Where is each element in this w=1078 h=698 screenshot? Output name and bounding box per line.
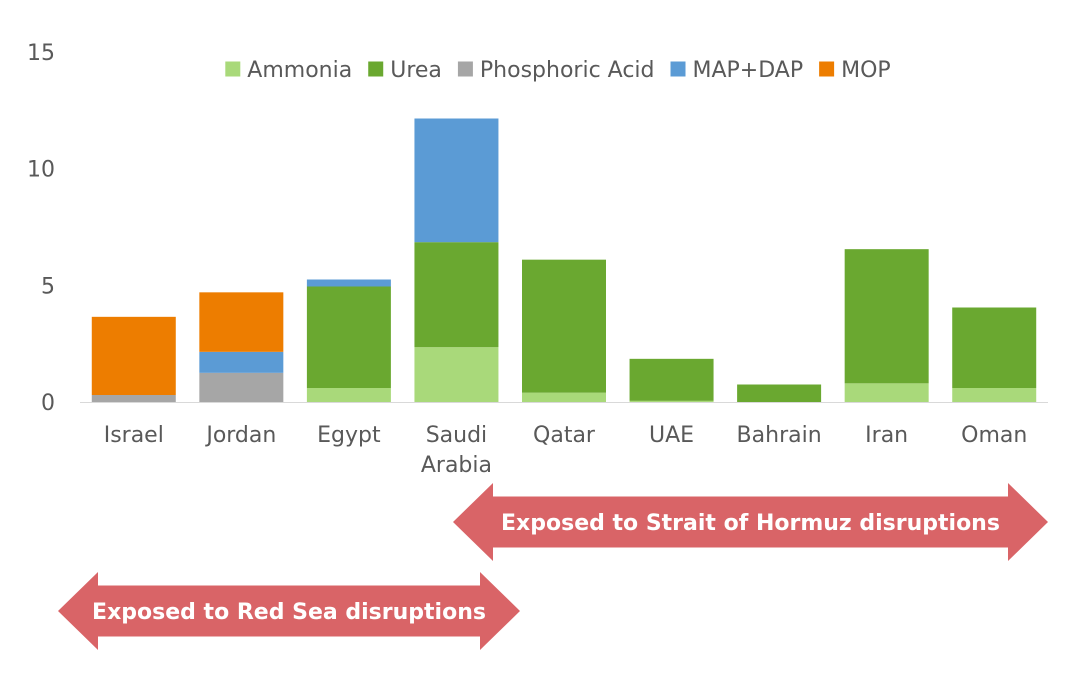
bar-segment-ammonia xyxy=(844,383,929,402)
legend-label: MAP+DAP xyxy=(693,58,804,83)
legend-item: MAP+DAP xyxy=(670,58,804,83)
bar-stack xyxy=(844,249,929,402)
bar-segment-phosphoric-acid xyxy=(199,372,284,402)
x-tick-label: Egypt xyxy=(317,423,381,448)
y-tick-label: 10 xyxy=(27,158,55,183)
legend-swatch xyxy=(457,61,473,77)
legend-item: Phosphoric Acid xyxy=(457,58,655,83)
x-tick-label: Qatar xyxy=(533,423,596,448)
bar-segment-urea xyxy=(952,307,1037,388)
bar-segment-ammonia xyxy=(629,400,714,402)
bar-segment-ammonia xyxy=(952,388,1037,402)
bar-stack xyxy=(952,307,1037,402)
y-tick-label: 0 xyxy=(41,391,55,416)
legend: Ammonia Urea Phosphoric Acid MAP+DAP MOP xyxy=(225,58,891,83)
legend-item: MOP xyxy=(819,58,891,83)
bar-stack xyxy=(414,118,499,402)
legend-label: MOP xyxy=(841,58,891,83)
legend-label: Phosphoric Acid xyxy=(480,58,655,83)
bar-stack xyxy=(91,316,176,402)
annotations: Exposed to Strait of Hormuz disruptions E… xyxy=(58,483,1048,650)
bar-segment-urea xyxy=(629,358,714,401)
bar-stack xyxy=(522,259,606,402)
exposure-arrow: Exposed to Strait of Hormuz disruptions xyxy=(453,483,1048,561)
y-tick-label: 5 xyxy=(41,274,55,299)
exposure-arrow: Exposed to Red Sea disruptions xyxy=(58,572,520,650)
legend-swatch xyxy=(670,61,686,77)
bar-segment-map-dap xyxy=(306,279,391,287)
y-axis: 0 5 10 15 xyxy=(27,41,55,416)
x-tick-label: Iran xyxy=(865,423,908,448)
bar-stack xyxy=(306,279,391,402)
bar-segment-urea xyxy=(844,249,929,384)
x-tick-label: Bahrain xyxy=(737,423,822,448)
x-tick-label: Jordan xyxy=(204,423,276,448)
legend-item: Urea xyxy=(368,58,442,83)
double-arrow-shape xyxy=(453,483,1048,561)
legend-swatch xyxy=(368,61,384,77)
double-arrow-shape xyxy=(58,572,520,650)
arrow-label: Exposed to Strait of Hormuz disruptions xyxy=(501,511,1000,536)
bar-segment-ammonia xyxy=(414,347,499,402)
legend-label: Urea xyxy=(390,58,442,83)
x-tick-label: UAE xyxy=(649,423,694,448)
bar-segment-urea xyxy=(414,242,499,348)
legend-swatch xyxy=(819,61,835,77)
x-axis: Israel Jordan Egypt Saudi Arabia Qatar UAE Bahr… xyxy=(104,423,1028,478)
bar-stack xyxy=(199,292,284,402)
arrow-label: Exposed to Red Sea disruptions xyxy=(92,600,486,625)
x-tick-label: Saudi xyxy=(426,423,487,448)
bar-segment-urea xyxy=(306,286,391,388)
bar-segment-urea xyxy=(737,384,822,402)
bars xyxy=(91,118,1037,402)
legend-label: Ammonia xyxy=(247,58,352,83)
legend-item: Ammonia xyxy=(225,58,352,83)
bar-segment-ammonia xyxy=(522,392,606,402)
bar-segment-ammonia xyxy=(306,388,391,402)
bar-segment-map-dap xyxy=(199,351,284,373)
x-tick-label: Israel xyxy=(104,423,164,448)
bar-stack xyxy=(737,384,822,402)
bar-segment-urea xyxy=(522,259,606,393)
legend-swatch xyxy=(225,61,241,77)
x-tick-label: Oman xyxy=(961,423,1027,448)
bar-stack xyxy=(629,358,714,402)
bar-segment-map-dap xyxy=(414,118,499,243)
bar-segment-mop xyxy=(91,316,176,395)
bar-segment-phosphoric-acid xyxy=(91,395,176,402)
bar-segment-mop xyxy=(199,292,284,352)
x-tick-label: Arabia xyxy=(421,453,492,478)
y-tick-label: 15 xyxy=(27,41,55,66)
